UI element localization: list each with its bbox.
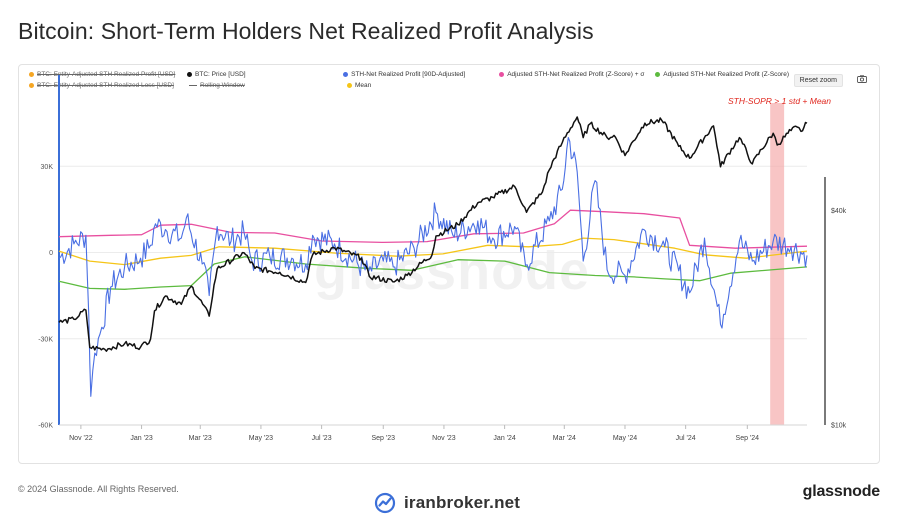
reset-zoom-button[interactable]: Reset zoom (793, 74, 843, 87)
highlight-label: STH-SOPR > 1 std + Mean (728, 96, 831, 106)
series-line-2 (58, 256, 808, 290)
legend-label: Mean (355, 82, 372, 89)
legend: BTC: Entity-Adjusted STH Realized Profit… (29, 71, 789, 93)
legend-item-sth-net-realized-profit[interactable]: STH-Net Realized Profit [90D-Adjusted] (343, 71, 499, 78)
legend-item-btc-price[interactable]: BTC: Price [USD] (187, 71, 343, 78)
legend-item-sth-realized-loss[interactable]: BTC: Entity-Adjusted STH Realized Loss [… (29, 82, 189, 89)
highlight-band (770, 103, 785, 425)
x-tick-label: Mar '23 (189, 435, 212, 442)
legend-item-mean[interactable]: Mean (347, 82, 371, 89)
legend-dot-icon (499, 72, 505, 77)
y-left-tick-label: -30K (38, 336, 53, 343)
legend-row-2: BTC: Entity-Adjusted STH Realized Loss [… (29, 82, 789, 89)
legend-dot-icon (29, 83, 34, 88)
legend-dot-icon (187, 72, 193, 77)
x-tick-label: Nov '23 (432, 435, 456, 442)
series-line-0 (58, 209, 808, 249)
legend-label: STH-Net Realized Profit [90D-Adjusted] (351, 71, 466, 78)
legend-label: Adjusted STH-Net Realized Profit (Z-Scor… (663, 71, 789, 78)
page-title: Bitcoin: Short-Term Holders Net Realized… (18, 18, 594, 44)
x-tick-label: Jul '23 (312, 435, 332, 442)
legend-item-sth-realized-profit[interactable]: BTC: Entity-Adjusted STH Realized Profit… (29, 71, 187, 78)
x-tick-label: Mar '24 (553, 435, 576, 442)
x-tick-label: Sep '24 (736, 435, 760, 442)
y-right-tick-label: $40k (831, 208, 847, 215)
legend-label: BTC: Price [USD] (195, 71, 246, 78)
broker-logo-icon (374, 492, 396, 514)
y-left-tick-label: -60K (38, 423, 53, 430)
footer-brand: iranbroker.net (374, 492, 520, 514)
glassnode-logo: glassnode (802, 483, 881, 500)
copyright-text: © 2024 Glassnode. All Rights Reserved. (18, 484, 179, 494)
x-tick-label: Sep '23 (372, 435, 396, 442)
chart-plot[interactable]: 30K 0 -30K -60K STH-SOPR > 1 std + Mean $40k $… (19, 65, 881, 465)
x-tick-label: May '24 (613, 435, 637, 442)
legend-label: BTC: Entity-Adjusted STH Realized Loss [… (37, 82, 174, 89)
legend-item-zscore[interactable]: Adjusted STH-Net Realized Profit (Z-Scor… (655, 71, 789, 78)
y-right-tick-label: $10k (831, 423, 847, 430)
x-tick-label: May '23 (249, 435, 273, 442)
x-tick-label: Nov '22 (69, 435, 93, 442)
x-tick-label: Jan '24 (493, 435, 515, 442)
legend-dot-icon (29, 72, 34, 77)
x-tick-label: Jul '24 (676, 435, 696, 442)
legend-item-rolling-window[interactable]: Rolling Window (189, 82, 347, 89)
legend-line-icon (189, 85, 197, 86)
legend-label: Rolling Window (200, 82, 245, 89)
footer-site-text: iranbroker.net (404, 493, 521, 512)
chart-card: BTC: Entity-Adjusted STH Realized Profit… (18, 64, 880, 464)
x-tick-label: Jan '23 (130, 435, 152, 442)
legend-dot-icon (343, 72, 349, 77)
series-line-1 (58, 237, 808, 266)
y-left-tick-label: 30K (41, 164, 54, 171)
series-line-4 (58, 116, 808, 352)
series-line-3 (58, 136, 808, 397)
legend-row-1: BTC: Entity-Adjusted STH Realized Profit… (29, 71, 789, 78)
camera-icon[interactable] (857, 75, 867, 83)
y-left-tick-label: 0 (49, 250, 53, 257)
legend-label: Adjusted STH-Net Realized Profit (Z-Scor… (507, 71, 645, 78)
legend-dot-icon (655, 72, 661, 77)
legend-dot-icon (347, 83, 352, 88)
legend-item-zscore-sigma[interactable]: Adjusted STH-Net Realized Profit (Z-Scor… (499, 71, 655, 78)
legend-label: BTC: Entity-Adjusted STH Realized Profit… (37, 71, 176, 78)
